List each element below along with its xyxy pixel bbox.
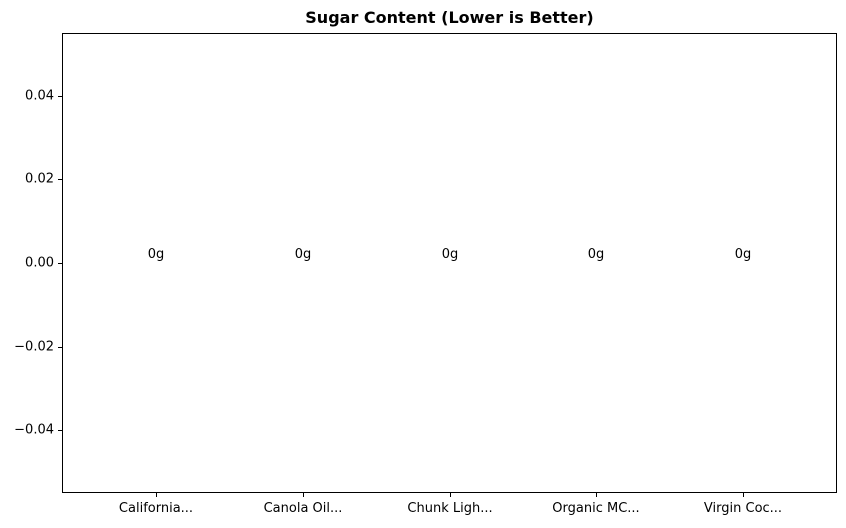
y-tick-mark [58, 96, 62, 97]
y-tick-label: 0.02 [25, 171, 54, 187]
y-tick-label: −0.02 [14, 339, 54, 355]
x-tick-label: Virgin Coc... [703, 501, 783, 516]
x-tick-label: California... [118, 501, 194, 516]
y-tick-mark [58, 179, 62, 180]
chart-title: Sugar Content (Lower is Better) [305, 8, 594, 27]
x-tick-mark [156, 493, 157, 497]
y-tick-label: 0.04 [25, 88, 54, 104]
bar-value-label: 0g [587, 247, 605, 262]
x-tick-mark [450, 493, 451, 497]
x-tick-label: Canola Oil... [263, 501, 343, 516]
x-tick-mark [596, 493, 597, 497]
bar-value-label: 0g [294, 247, 312, 262]
bar-value-label: 0g [734, 247, 752, 262]
bar-value-label: 0g [147, 247, 165, 262]
x-tick-mark [303, 493, 304, 497]
x-tick-label: Chunk Ligh... [407, 501, 493, 516]
y-tick-label: 0.00 [25, 255, 54, 271]
x-tick-label: Organic MC... [552, 501, 640, 516]
y-tick-mark [58, 347, 62, 348]
x-tick-mark [743, 493, 744, 497]
y-tick-mark [58, 430, 62, 431]
y-tick-mark [58, 263, 62, 264]
plot-area [62, 33, 837, 493]
y-tick-label: −0.04 [14, 422, 54, 438]
bar-value-label: 0g [441, 247, 459, 262]
